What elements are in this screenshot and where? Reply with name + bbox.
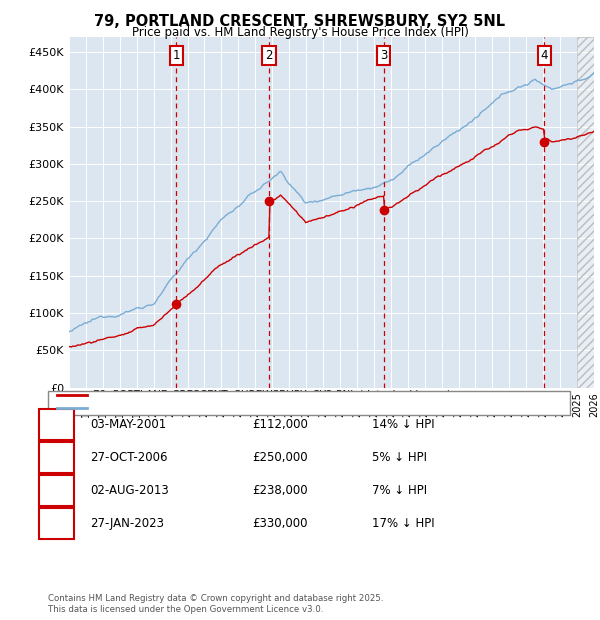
Bar [577, 37, 594, 387]
Text: 1: 1 [173, 50, 180, 63]
Bar [577, 37, 594, 387]
Text: £250,000: £250,000 [252, 451, 308, 464]
Text: 3: 3 [380, 50, 388, 63]
Text: 02-AUG-2013: 02-AUG-2013 [90, 484, 169, 497]
Text: Price paid vs. HM Land Registry's House Price Index (HPI): Price paid vs. HM Land Registry's House … [131, 26, 469, 39]
Text: 17% ↓ HPI: 17% ↓ HPI [372, 517, 434, 529]
Text: 79, PORTLAND CRESCENT, SHREWSBURY, SY2 5NL (detached house): 79, PORTLAND CRESCENT, SHREWSBURY, SY2 5… [93, 390, 451, 400]
Text: £238,000: £238,000 [252, 484, 308, 497]
Text: 1: 1 [53, 418, 60, 431]
Text: HPI: Average price, detached house, Shropshire: HPI: Average price, detached house, Shro… [93, 403, 342, 413]
Text: 7% ↓ HPI: 7% ↓ HPI [372, 484, 427, 497]
Text: 5% ↓ HPI: 5% ↓ HPI [372, 451, 427, 464]
Text: 2: 2 [265, 50, 273, 63]
Text: 4: 4 [53, 517, 60, 529]
Text: 4: 4 [541, 50, 548, 63]
Text: 27-JAN-2023: 27-JAN-2023 [90, 517, 164, 529]
Text: 2: 2 [53, 451, 60, 464]
Text: Contains HM Land Registry data © Crown copyright and database right 2025.
This d: Contains HM Land Registry data © Crown c… [48, 595, 383, 614]
Text: £112,000: £112,000 [252, 418, 308, 431]
Text: 03-MAY-2001: 03-MAY-2001 [90, 418, 166, 431]
Text: £330,000: £330,000 [252, 517, 308, 529]
Text: 3: 3 [53, 484, 60, 497]
Text: 79, PORTLAND CRESCENT, SHREWSBURY, SY2 5NL: 79, PORTLAND CRESCENT, SHREWSBURY, SY2 5… [94, 14, 506, 29]
Text: 14% ↓ HPI: 14% ↓ HPI [372, 418, 434, 431]
Text: 27-OCT-2006: 27-OCT-2006 [90, 451, 167, 464]
